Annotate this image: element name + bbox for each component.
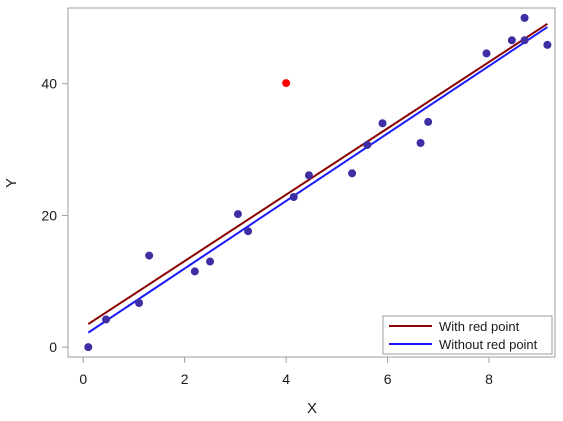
legend-box — [382, 315, 553, 355]
data-point — [84, 343, 93, 352]
x-axis: 0 2 4 6 8 — [79, 357, 493, 387]
x-tick-label: 2 — [181, 371, 189, 387]
x-tick-label: 8 — [485, 371, 493, 387]
y-axis-title: Y — [3, 178, 20, 188]
data-point — [304, 171, 313, 180]
data-point — [363, 140, 372, 149]
plot-frame — [67, 7, 556, 358]
legend-label: Without red point — [439, 337, 538, 352]
data-point — [482, 49, 491, 58]
legend-label: With red point — [439, 319, 520, 334]
data-point — [282, 79, 291, 88]
y-axis: 0 20 40 — [41, 76, 68, 355]
regression-line — [87, 26, 548, 334]
data-point — [233, 210, 242, 219]
data-point — [378, 119, 387, 128]
x-tick-label: 0 — [79, 371, 87, 387]
x-axis-title: X — [307, 400, 317, 417]
legend-items: With red point Without red point — [389, 319, 538, 352]
data-point — [520, 36, 529, 45]
data-point — [507, 36, 516, 45]
data-point — [190, 267, 199, 276]
data-point — [543, 40, 552, 49]
series-layer — [84, 13, 552, 352]
data-point — [244, 227, 253, 236]
data-point — [348, 169, 357, 178]
data-point — [424, 117, 433, 126]
x-tick-label: 4 — [282, 371, 290, 387]
data-point — [145, 251, 154, 260]
y-tick-label: 40 — [41, 76, 57, 92]
x-tick-label: 6 — [384, 371, 392, 387]
data-point — [416, 138, 425, 147]
legend: With red point Without red point — [382, 315, 553, 355]
data-point — [102, 315, 111, 324]
y-tick-label: 20 — [41, 207, 57, 223]
data-point — [206, 257, 215, 266]
data-point — [520, 13, 529, 22]
regression-line — [87, 22, 548, 325]
data-point — [289, 192, 298, 201]
data-point — [135, 299, 144, 308]
y-tick-label: 0 — [49, 339, 57, 355]
